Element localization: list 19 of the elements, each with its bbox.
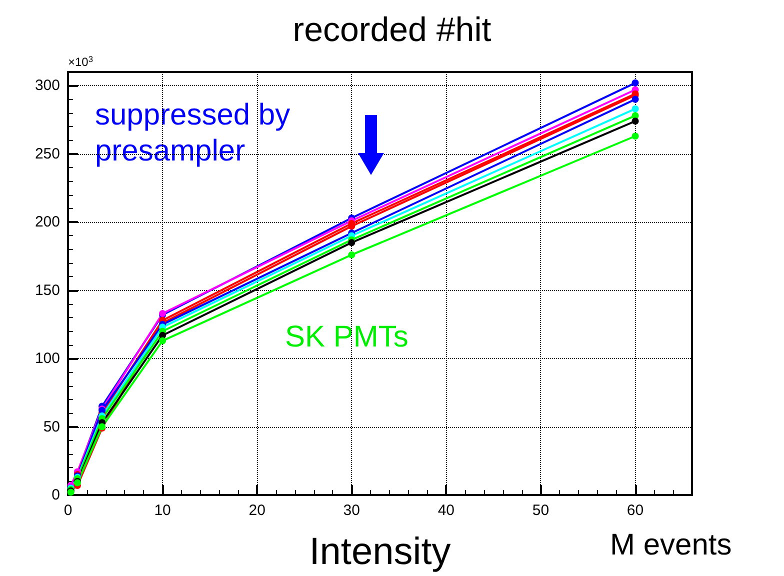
x-tick-label: 60 <box>626 502 644 519</box>
annotation: SK PMTs <box>285 320 408 354</box>
y-tick-label: 100 <box>34 350 60 368</box>
x-tick-label: 40 <box>438 502 455 519</box>
y-tick-label: 150 <box>34 282 60 299</box>
text: M events <box>610 528 732 562</box>
x-tick-label: 30 <box>343 502 360 519</box>
x-tick-label: 20 <box>248 502 266 519</box>
annotation: suppressed by presampler <box>95 98 290 168</box>
chart-title: recorded #hit <box>292 11 492 49</box>
x-axis-title: Intensity <box>309 531 451 573</box>
y-tick-label: 300 <box>34 77 60 94</box>
y-tick-label: 50 <box>43 418 60 436</box>
x-tick-label: 0 <box>64 502 72 519</box>
y-tick-label: 0 <box>52 486 60 504</box>
x-tick-label: 10 <box>154 502 171 519</box>
y-tick-label: 250 <box>34 145 60 162</box>
x-tick-label: 50 <box>532 502 550 519</box>
y-tick-label: 200 <box>34 214 60 231</box>
